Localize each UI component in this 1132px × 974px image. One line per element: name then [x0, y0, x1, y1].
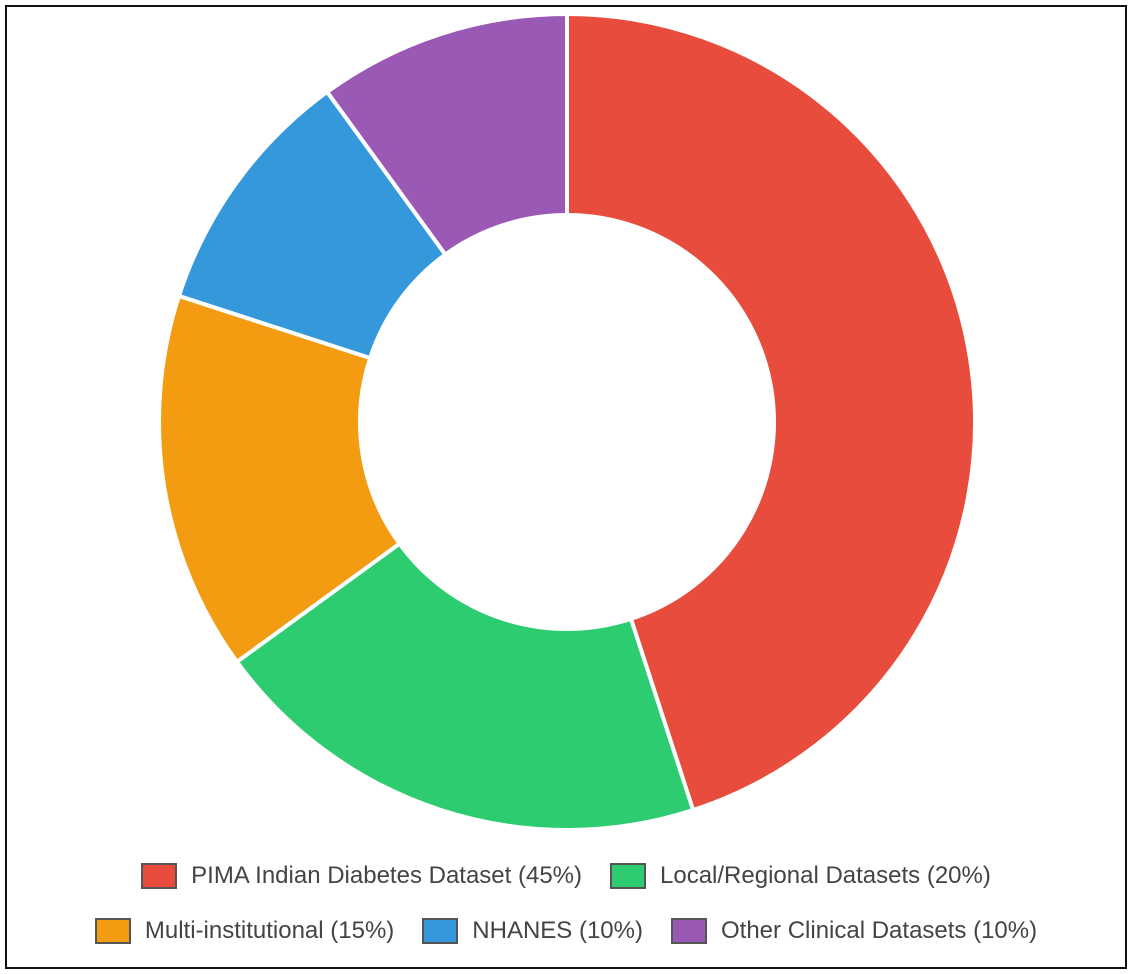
legend-item: Other Clinical Datasets (10%) — [671, 917, 1037, 945]
donut-slice — [565, 11, 977, 813]
legend-label: NHANES (10%) — [472, 917, 643, 944]
chart — [157, 11, 977, 832]
legend-item: Multi-institutional (15%) — [94, 917, 395, 945]
legend-label: Multi-institutional (15%) — [144, 917, 395, 944]
legend-label: PIMA Indian Diabetes Dataset (45%) — [191, 862, 583, 889]
legend-swatch — [94, 918, 131, 944]
legend-swatch — [671, 918, 707, 944]
donut-slice — [324, 11, 569, 258]
donut-slice — [176, 89, 449, 361]
chart-frame: PIMA Indian Diabetes Dataset (45%) Local/… — [5, 5, 1127, 969]
legend-label: Local/Regional Datasets (20%) — [660, 862, 991, 889]
legend-swatch — [610, 863, 647, 889]
donut-slice — [157, 293, 403, 665]
legend-row: PIMA Indian Diabetes Dataset (45%) Local/… — [7, 862, 1125, 890]
legend-item: Local/Regional Datasets (20%) — [610, 862, 991, 890]
legend-item: NHANES (10%) — [422, 917, 643, 945]
legend-label: Other Clinical Datasets (10%) — [721, 917, 1038, 944]
legend-swatch — [141, 863, 178, 889]
legend-item: PIMA Indian Diabetes Dataset (45%) — [141, 862, 582, 890]
donut-slice — [234, 540, 696, 832]
legend-swatch — [422, 918, 459, 944]
legend-row: Multi-institutional (15%) NHANES (10%) Oth… — [7, 917, 1125, 945]
